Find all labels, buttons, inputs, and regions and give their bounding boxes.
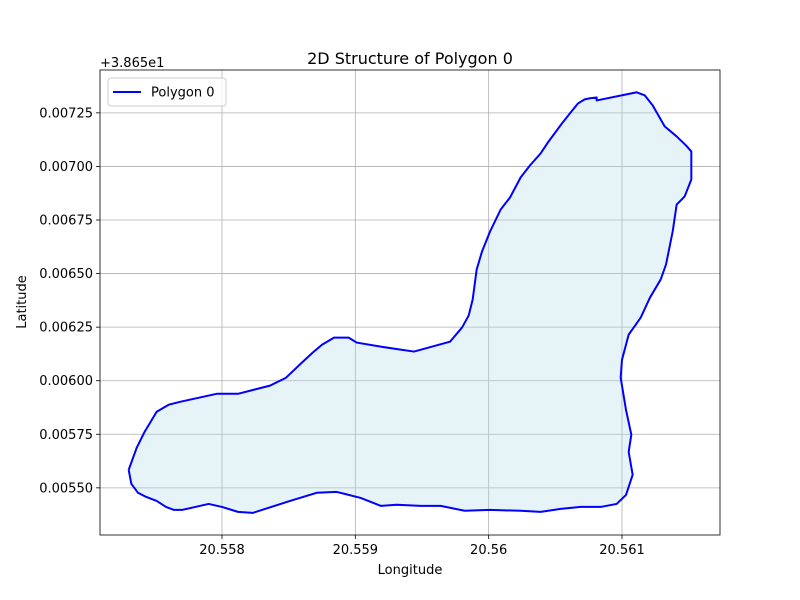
x-tick-label: 20.559 (333, 543, 379, 558)
x-tick-label: 20.558 (199, 543, 245, 558)
y-offset-label: +3.865e1 (100, 56, 164, 71)
polygon-line (127, 91, 693, 514)
x-tick-label: 20.561 (599, 543, 645, 558)
y-tick-label: 0.00625 (39, 321, 93, 336)
y-tick-label: 0.00650 (39, 267, 93, 282)
chart-title: 2D Structure of Polygon 0 (307, 49, 513, 68)
y-tick-label: 0.00700 (39, 160, 93, 175)
x-axis-label: Longitude (378, 563, 443, 578)
y-tick-label: 0.00575 (39, 428, 93, 443)
polygon-fill (128, 92, 692, 513)
y-tick-label: 0.00550 (39, 481, 93, 496)
y-tick-label: 0.00675 (39, 214, 93, 229)
y-axis-label: Latitude (15, 275, 30, 329)
y-tick-label: 0.00725 (39, 106, 93, 121)
legend-label: Polygon 0 (151, 86, 214, 101)
y-tick-label: 0.00600 (39, 374, 93, 389)
plot-frame (99, 69, 721, 536)
x-tick-label: 20.56 (470, 543, 507, 558)
legend-box (107, 77, 227, 107)
